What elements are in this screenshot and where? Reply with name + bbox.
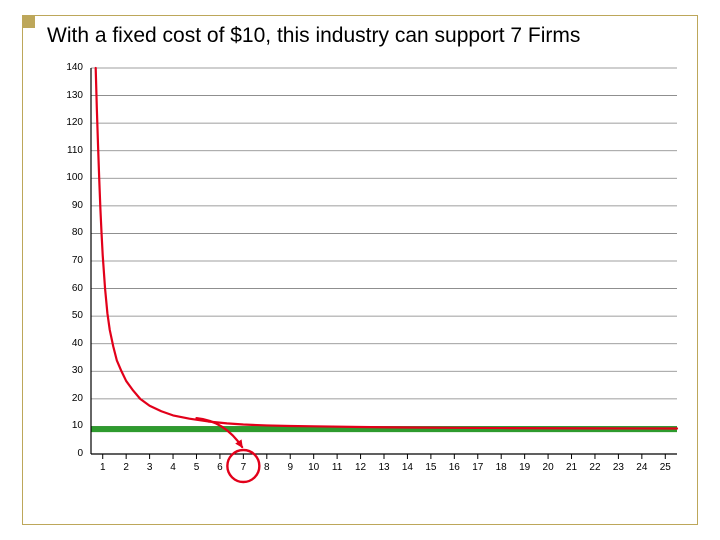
y-tick-label: 40	[53, 338, 83, 349]
y-tick-label: 90	[53, 200, 83, 211]
x-tick-label: 15	[421, 462, 441, 473]
x-tick-label: 1	[93, 462, 113, 473]
x-tick-label: 5	[186, 462, 206, 473]
y-tick-label: 130	[53, 90, 83, 101]
x-tick-label: 13	[374, 462, 394, 473]
x-tick-label: 18	[491, 462, 511, 473]
x-tick-label: 22	[585, 462, 605, 473]
y-tick-label: 100	[53, 172, 83, 183]
y-tick-label: 0	[53, 448, 83, 459]
x-tick-label: 24	[632, 462, 652, 473]
x-tick-label: 20	[538, 462, 558, 473]
y-tick-label: 110	[53, 145, 83, 156]
y-tick-label: 80	[53, 227, 83, 238]
y-tick-label: 30	[53, 365, 83, 376]
x-tick-label: 12	[351, 462, 371, 473]
cost-curve	[96, 68, 677, 429]
x-tick-label: 10	[304, 462, 324, 473]
x-tick-label: 25	[655, 462, 675, 473]
x-tick-label: 4	[163, 462, 183, 473]
y-tick-label: 60	[53, 283, 83, 294]
x-tick-label: 3	[140, 462, 160, 473]
y-tick-label: 20	[53, 393, 83, 404]
x-tick-label: 7	[233, 462, 253, 473]
chart-canvas	[41, 18, 720, 504]
x-tick-label: 23	[608, 462, 628, 473]
x-tick-label: 8	[257, 462, 277, 473]
x-tick-label: 11	[327, 462, 347, 473]
x-tick-label: 14	[397, 462, 417, 473]
y-tick-label: 10	[53, 420, 83, 431]
x-tick-label: 2	[116, 462, 136, 473]
x-tick-label: 19	[515, 462, 535, 473]
y-tick-label: 70	[53, 255, 83, 266]
y-tick-label: 120	[53, 117, 83, 128]
y-tick-label: 50	[53, 310, 83, 321]
x-tick-label: 17	[468, 462, 488, 473]
x-tick-label: 9	[280, 462, 300, 473]
y-tick-label: 140	[53, 62, 83, 73]
x-tick-label: 6	[210, 462, 230, 473]
x-tick-label: 21	[562, 462, 582, 473]
x-tick-label: 16	[444, 462, 464, 473]
